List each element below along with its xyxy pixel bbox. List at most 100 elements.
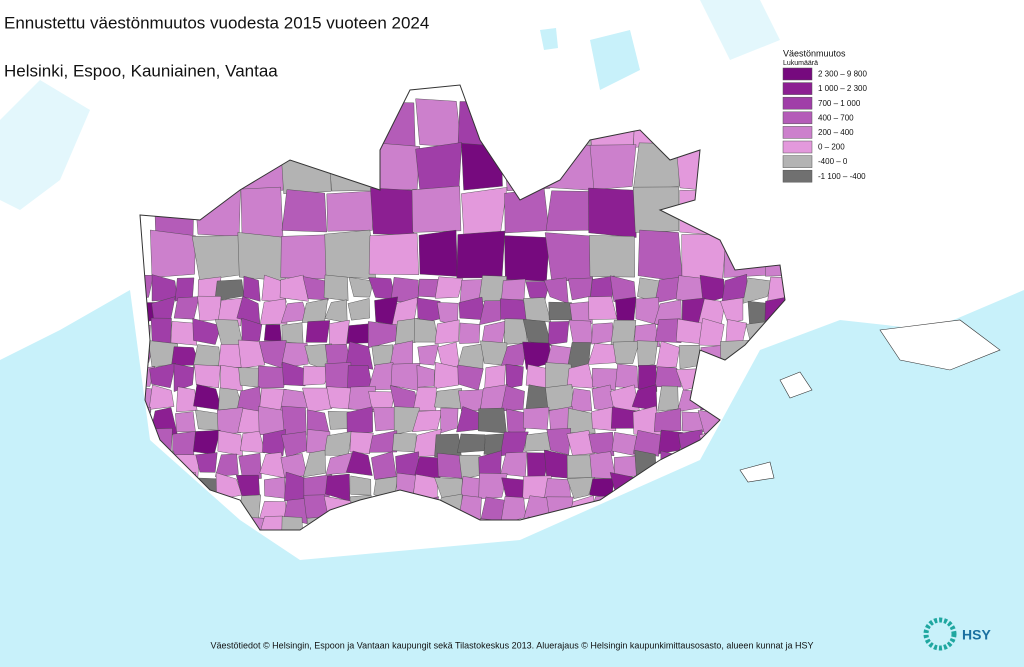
district [238, 453, 262, 480]
logo-mark [923, 617, 957, 651]
district [434, 388, 462, 409]
legend-label: 700 – 1 000 [818, 99, 861, 108]
district [566, 363, 595, 389]
district [237, 339, 266, 369]
district [264, 476, 286, 499]
district [589, 144, 637, 190]
district [240, 431, 266, 454]
district [633, 430, 663, 457]
district [478, 472, 508, 500]
legend-swatch [782, 140, 813, 154]
district [567, 408, 596, 434]
title: Ennustettu väestönmuutos vuodesta 2015 v… [4, 13, 429, 32]
district [257, 515, 288, 530]
district [346, 406, 373, 436]
district [348, 276, 374, 298]
district [148, 384, 175, 410]
lake [0, 80, 90, 210]
district [346, 450, 373, 476]
district [197, 295, 222, 322]
district [176, 386, 198, 413]
district [637, 229, 683, 283]
district [591, 322, 615, 345]
district [175, 411, 196, 433]
district [615, 363, 639, 389]
district [501, 278, 526, 301]
district [479, 300, 506, 326]
district [280, 342, 309, 369]
district [217, 430, 243, 457]
district [302, 365, 332, 386]
lake [540, 28, 558, 50]
district [653, 408, 682, 432]
district [433, 362, 464, 390]
island [879, 319, 1001, 371]
district [505, 363, 524, 389]
district [456, 230, 506, 279]
district [192, 318, 222, 345]
district [501, 341, 529, 366]
district [477, 407, 507, 434]
district [257, 365, 287, 389]
district [302, 387, 333, 413]
district [392, 433, 417, 453]
legend-label: 0 – 200 [818, 143, 845, 152]
legend-swatch [782, 111, 813, 125]
source-note: Väestötiedot © Helsingin, Espoon ja Vant… [211, 640, 814, 650]
district [461, 187, 508, 237]
island [739, 461, 775, 483]
district [172, 431, 196, 458]
district [568, 277, 593, 301]
legend: Väestönmuutos Lukumäärä 2 300 – 9 800 1 0… [782, 48, 867, 183]
district [170, 321, 198, 346]
district [547, 321, 570, 345]
district [522, 406, 550, 430]
district [588, 187, 637, 238]
district [413, 318, 439, 343]
district [217, 407, 244, 434]
district [545, 384, 574, 411]
sea [0, 290, 1024, 667]
district [195, 452, 218, 473]
district [767, 276, 785, 304]
legend-swatch [782, 126, 813, 139]
district [303, 449, 326, 478]
district [417, 344, 439, 366]
district [150, 229, 196, 278]
district [347, 298, 370, 321]
district [570, 388, 593, 412]
district [566, 430, 595, 456]
subtitle: Helsinki, Espoo, Kauniainen, Vantaa [4, 61, 278, 80]
district [434, 276, 464, 299]
legend-swatch [782, 67, 813, 81]
district [457, 433, 486, 453]
district [368, 232, 419, 275]
district [217, 344, 243, 369]
district [412, 409, 443, 433]
district [350, 475, 372, 496]
district [636, 340, 658, 368]
district [243, 275, 261, 302]
legend-label: -1 100 – -400 [818, 172, 866, 181]
district [215, 453, 239, 477]
district [591, 406, 617, 432]
district [237, 232, 286, 282]
district [656, 340, 680, 369]
district [241, 317, 263, 346]
legend-label: 400 – 700 [818, 113, 854, 122]
district [346, 323, 372, 344]
district [545, 362, 574, 393]
district [346, 341, 374, 370]
district [569, 301, 593, 324]
district [655, 318, 682, 343]
legend-label: 200 – 400 [818, 128, 854, 137]
lake [590, 30, 640, 90]
legend-title: Väestönmuutos [783, 48, 846, 58]
district [434, 319, 460, 345]
district [279, 274, 309, 302]
district [324, 229, 377, 280]
district [370, 187, 417, 235]
district [418, 229, 458, 277]
district [191, 235, 243, 281]
